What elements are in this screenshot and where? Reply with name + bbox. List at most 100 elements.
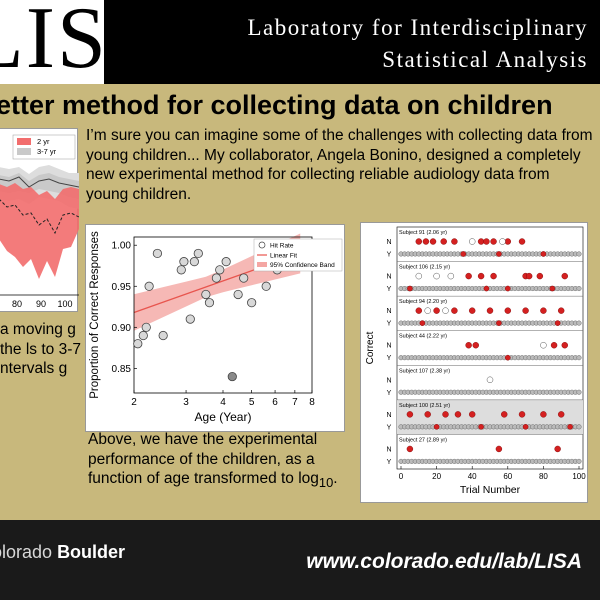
logo-text: LISA	[0, 0, 104, 84]
legend-band-marker	[257, 262, 267, 267]
hit-rate-point	[233, 289, 243, 300]
trial-hit-y	[522, 424, 529, 430]
trial-hit-y	[549, 285, 556, 292]
hit-rate-point	[152, 248, 163, 259]
trial-miss-n	[442, 307, 449, 314]
hit-rate-point	[133, 339, 143, 349]
y-tick-label: 0.95	[112, 282, 132, 293]
row-label-y: Y	[387, 321, 392, 328]
trial-hit-n	[504, 307, 512, 314]
trial-point-y	[576, 320, 582, 326]
row-label-y: Y	[387, 390, 392, 397]
slide-content: etter method for collecting data on chil…	[0, 84, 600, 520]
university-prefix: olorado	[0, 542, 53, 562]
row-label-y: Y	[387, 459, 392, 466]
trial-hit-n	[540, 307, 547, 314]
left-x-tick: 90	[36, 299, 46, 309]
trial-hit-n	[472, 342, 479, 349]
hit-rate-point	[158, 330, 168, 341]
age-scatter-chart: 2 3 4 5 6 7 8 0.85 0.90 0.95 1.00 Age (Year) Proport…	[85, 224, 345, 432]
subject-label: Subject 106 (2.15 yr)	[399, 265, 450, 271]
trial-x-tick-label: 0	[399, 472, 404, 481]
line-2yr	[0, 199, 80, 235]
trial-hit-y	[478, 424, 484, 430]
trial-point-y	[576, 389, 582, 395]
trial-hit-n	[415, 238, 422, 245]
trial-x-tick-label: 20	[432, 472, 441, 481]
lab-title: Laboratory for Interdisciplinary Statist…	[248, 12, 589, 76]
trial-hit-n	[429, 238, 437, 245]
trial-hit-n	[451, 238, 458, 245]
legend-fit-label: Linear Fit	[270, 253, 297, 260]
subject-label: Subject 107 (2.38 yr)	[399, 368, 450, 374]
trial-point-y	[576, 355, 582, 361]
trial-miss-n	[540, 341, 547, 349]
hit-rate-point	[211, 273, 222, 283]
trial-miss-n	[424, 307, 431, 314]
above-text-end: .	[333, 470, 338, 487]
left-band-chart: 2 yr 3-7 yr 80 90 100	[0, 128, 80, 312]
row-label-y: Y	[387, 286, 392, 293]
legend-hitrate-label: Hit Rate	[270, 243, 294, 250]
left-band-chart-svg: 2 yr 3-7 yr 80 90 100	[0, 134, 80, 309]
x-tick-label: 6	[272, 397, 278, 408]
legend-band-label: 95% Confidence Band	[270, 262, 335, 269]
trial-hit-n	[536, 272, 544, 280]
trial-hit-n	[454, 411, 462, 418]
hit-rate-point	[193, 248, 203, 259]
band-2yr	[0, 183, 79, 279]
subject-label: Subject 91 (2.06 yr)	[399, 230, 447, 236]
trial-hit-y	[460, 251, 467, 257]
intro-paragraph: I’m sure you can imagine some of the cha…	[86, 127, 593, 203]
lab-title-line2: Statistical Analysis	[382, 47, 588, 72]
trial-hit-y	[496, 251, 502, 257]
trial-miss-n	[486, 376, 494, 384]
trial-hit-n	[525, 272, 533, 280]
hit-rate-point	[204, 298, 215, 308]
trial-hit-n	[522, 307, 529, 314]
row-label-y: Y	[387, 355, 392, 362]
trial-hit-n	[561, 342, 568, 349]
left-x-tick: 100	[57, 299, 72, 309]
trial-point-y	[576, 286, 582, 292]
row-label-n: N	[386, 446, 391, 453]
hit-rate-point	[239, 273, 249, 283]
above-text-main: Above, we have the experimental performa…	[88, 431, 319, 487]
trial-hit-y	[540, 251, 547, 257]
footer-bar: olorado Boulder www.colorado.edu/lab/LIS…	[0, 520, 600, 600]
trial-hit-y	[567, 424, 573, 430]
trial-hit-n	[477, 238, 485, 245]
trial-hit-n	[422, 238, 430, 245]
subject-label: Subject 44 (2.22 yr)	[399, 334, 447, 340]
trial-hit-n	[433, 307, 440, 314]
hit-rate-point	[201, 289, 211, 300]
trial-hit-n	[518, 411, 526, 418]
above-paragraph: Above, we have the experimental performa…	[88, 430, 350, 493]
legend-37yr-swatch	[17, 148, 31, 155]
trial-hit-n	[490, 238, 497, 245]
x-tick-label: 7	[292, 397, 298, 408]
legend-2yr-swatch	[17, 138, 31, 145]
trial-hit-y	[483, 285, 490, 292]
subject-label: Subject 27 (2.89 yr)	[399, 437, 447, 443]
trial-miss-n	[468, 238, 476, 245]
x-tick-label: 3	[183, 397, 189, 408]
row-label-y: Y	[387, 424, 392, 431]
trial-hit-n	[442, 411, 449, 418]
legend-hitrate-marker	[258, 241, 266, 249]
trial-hit-n	[554, 445, 561, 453]
trial-chart: Subject 91 (2.06 yr) N Y Subject 106 (2.15 …	[360, 222, 588, 503]
x-tick-label: 2	[131, 397, 137, 408]
trial-hit-n	[540, 411, 547, 418]
trial-hit-y	[496, 320, 502, 326]
hit-rate-point	[261, 281, 271, 291]
band-37yr-inner	[0, 173, 79, 199]
trial-x-tick-label: 80	[539, 472, 548, 481]
hit-rate-point	[138, 330, 148, 341]
y-tick-label: 0.90	[112, 323, 132, 334]
trial-hit-n	[406, 445, 414, 453]
trial-hit-n	[486, 307, 494, 314]
y-axis-label: Proportion of Correct Responses	[89, 231, 101, 399]
trial-hit-n	[495, 445, 503, 453]
trial-hit-y	[504, 285, 511, 292]
